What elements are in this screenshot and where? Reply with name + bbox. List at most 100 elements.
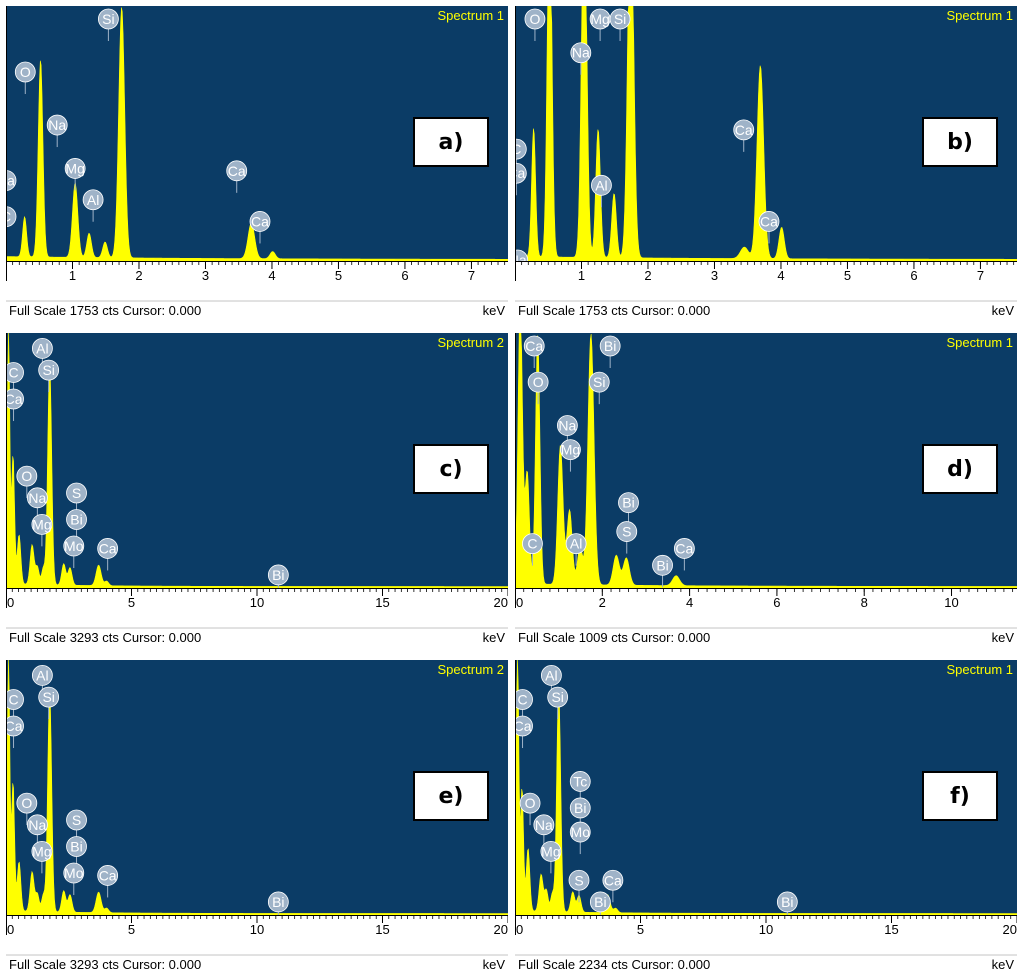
- footer-status: Full Scale 2234 cts Cursor: 0.000: [518, 957, 710, 972]
- element-label: C: [8, 365, 18, 381]
- element-marker-circle: [63, 535, 85, 557]
- element-marker-circle: [26, 814, 48, 836]
- element-marker-circle: [673, 538, 695, 559]
- element-marker-circle: [66, 836, 87, 857]
- element-label: Ca: [228, 163, 246, 179]
- element-marker-circle: [97, 8, 119, 30]
- spectrum-label: Spectrum 1: [947, 335, 1013, 350]
- element-marker: Ca: [733, 119, 755, 152]
- element-marker: Ca: [97, 865, 119, 898]
- element-marker: Na: [570, 42, 592, 75]
- element-label: Ca: [675, 540, 693, 556]
- element-label: Mg: [590, 11, 609, 27]
- element-marker-circle: [267, 564, 289, 586]
- element-marker: Ca: [97, 538, 119, 571]
- footer-unit: keV: [992, 957, 1015, 972]
- element-marker-circle: [758, 211, 780, 232]
- element-marker: Al: [31, 665, 53, 698]
- element-marker: Mg: [560, 439, 581, 472]
- element-label: Mg: [32, 843, 51, 859]
- element-marker-circle: [66, 509, 87, 530]
- element-marker-circle: [6, 715, 24, 737]
- element-marker-circle: [31, 513, 53, 535]
- element-label: Al: [545, 667, 557, 683]
- element-label: Mo: [64, 865, 84, 881]
- element-marker-circle: [547, 686, 569, 708]
- element-marker-circle: [267, 891, 289, 913]
- element-label: Si: [102, 11, 114, 27]
- element-label: Ca: [99, 540, 117, 556]
- element-label: Ca: [515, 718, 532, 734]
- element-marker-circle: [66, 482, 87, 504]
- element-label: O: [21, 468, 32, 484]
- element-marker: Na: [533, 814, 555, 847]
- element-marker: C: [6, 206, 17, 239]
- element-marker-circle: [533, 814, 555, 836]
- panel-tag: f): [922, 771, 998, 821]
- element-marker: Bi: [599, 335, 621, 368]
- element-label: O: [20, 64, 31, 80]
- element-marker-circle: [589, 891, 611, 913]
- element-marker-circle: [618, 492, 639, 514]
- spectrum-curve: [515, 333, 1017, 589]
- element-label: Mg: [541, 843, 560, 859]
- element-label: Al: [36, 340, 48, 356]
- panel-tag: d): [922, 444, 998, 494]
- element-label: Si: [42, 362, 54, 378]
- panel-tag: b): [922, 117, 998, 167]
- element-marker-circle: [64, 158, 86, 179]
- element-label: Ca: [525, 338, 543, 354]
- element-marker-circle: [599, 335, 621, 357]
- element-label: Bi: [272, 567, 284, 583]
- element-marker-circle: [569, 821, 591, 843]
- footer-bar: [6, 955, 508, 973]
- tick-label: 3: [202, 268, 209, 283]
- element-label: O: [530, 11, 541, 27]
- element-label: Ca: [735, 122, 753, 138]
- element-marker: Ca: [515, 715, 533, 749]
- element-marker: S: [616, 521, 638, 554]
- tick-label: 10: [759, 922, 773, 937]
- element-label: Mg: [561, 442, 580, 458]
- element-label: Ca: [760, 213, 778, 229]
- element-marker: Na: [26, 487, 48, 520]
- element-marker: Na: [556, 415, 578, 448]
- spectrum-panel-d: Ca Bi O Si Na Mg Bi S C Al Bi Ca Spectrum 1 0 2 4 6 8 10 Fu…: [515, 333, 1017, 646]
- element-marker-circle: [38, 359, 60, 381]
- tick-label: 10: [250, 922, 264, 937]
- element-marker-circle: [16, 465, 38, 487]
- element-marker-circle: [226, 160, 248, 182]
- tick-label: 10: [944, 595, 958, 610]
- footer-status: Full Scale 3293 cts Cursor: 0.000: [9, 630, 201, 645]
- element-label: Na: [515, 252, 527, 268]
- element-marker-circle: [519, 792, 541, 814]
- spectrum-label: Spectrum 1: [438, 8, 504, 23]
- element-marker-circle: [46, 114, 68, 136]
- element-marker-circle: [97, 865, 119, 886]
- element-marker: Mo: [63, 862, 85, 896]
- spectrum-chart-b: C Ca O Na Mg Na Si Al Ca Ca Spectrum 1 1 2 3 4 5 6 7 Full …: [515, 6, 1017, 319]
- element-label: Bi: [781, 894, 793, 910]
- tick-label: 1: [69, 268, 76, 283]
- element-label: C: [517, 692, 527, 708]
- element-marker: Bi: [776, 891, 798, 915]
- element-label: C: [527, 536, 537, 552]
- tick-label: 15: [375, 922, 389, 937]
- element-marker-circle: [523, 335, 545, 357]
- spectrum-label: Spectrum 1: [947, 662, 1013, 677]
- tick-label: 20: [494, 595, 508, 610]
- tick-label: 20: [1003, 922, 1017, 937]
- element-marker: S: [66, 482, 87, 516]
- element-marker: Bi: [569, 797, 591, 830]
- element-marker: Ca: [523, 335, 545, 368]
- element-marker-circle: [733, 119, 755, 141]
- element-label: O: [533, 374, 544, 390]
- tick-label: 1: [578, 268, 585, 283]
- tick-label: 6: [773, 595, 780, 610]
- element-marker: Na: [46, 114, 68, 148]
- spectrum-label: Spectrum 2: [438, 662, 504, 677]
- element-marker-circle: [82, 189, 104, 211]
- element-marker: Al: [591, 174, 612, 208]
- element-label: Ca: [99, 867, 117, 883]
- element-label: Al: [87, 192, 99, 208]
